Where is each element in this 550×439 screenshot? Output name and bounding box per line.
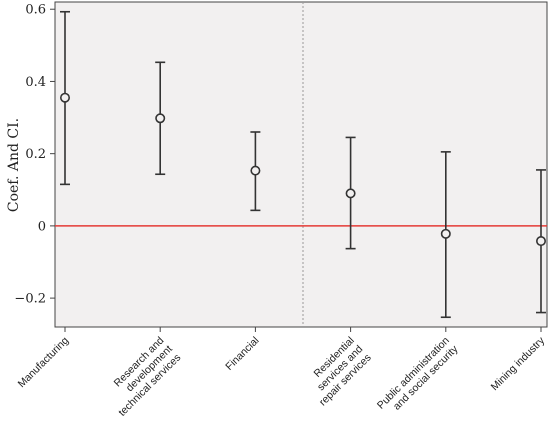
category-label: Research anddevelopmenttechnical service… [99,335,183,419]
category-label-line: Financial [223,335,261,373]
coef-point [155,113,166,124]
y-axis-title: Coef. And CI. [6,118,22,212]
y-tick-label: 0.4 [25,75,46,90]
category-label: Financial [223,335,261,373]
coef-point [535,236,546,247]
x-axis: Manufacturing Research anddevelopmenttech… [16,327,548,420]
coef-point [440,228,451,239]
category-label: Manufacturing [16,335,72,391]
y-axis: −0.2 0 0.2 0.4 0.6 [14,3,55,307]
y-tick-label: 0.2 [25,147,46,162]
coef-point [250,165,261,176]
plot-area [54,1,548,328]
category-label-line: Manufacturing [16,335,72,391]
coef-point [345,188,356,199]
category-label: Mining industry [489,334,548,393]
coef-point [59,92,70,103]
category-label: Residentialservices andrepair services [300,335,374,409]
y-tick-label: −0.2 [14,292,46,307]
category-label: Public administrationand social security [375,334,461,420]
category-label-line: Public administration [375,335,452,412]
y-tick-label: 0.6 [25,3,46,18]
category-label-line: Mining industry [489,334,548,393]
error-bars [59,10,546,319]
y-tick-label: 0 [38,219,46,234]
